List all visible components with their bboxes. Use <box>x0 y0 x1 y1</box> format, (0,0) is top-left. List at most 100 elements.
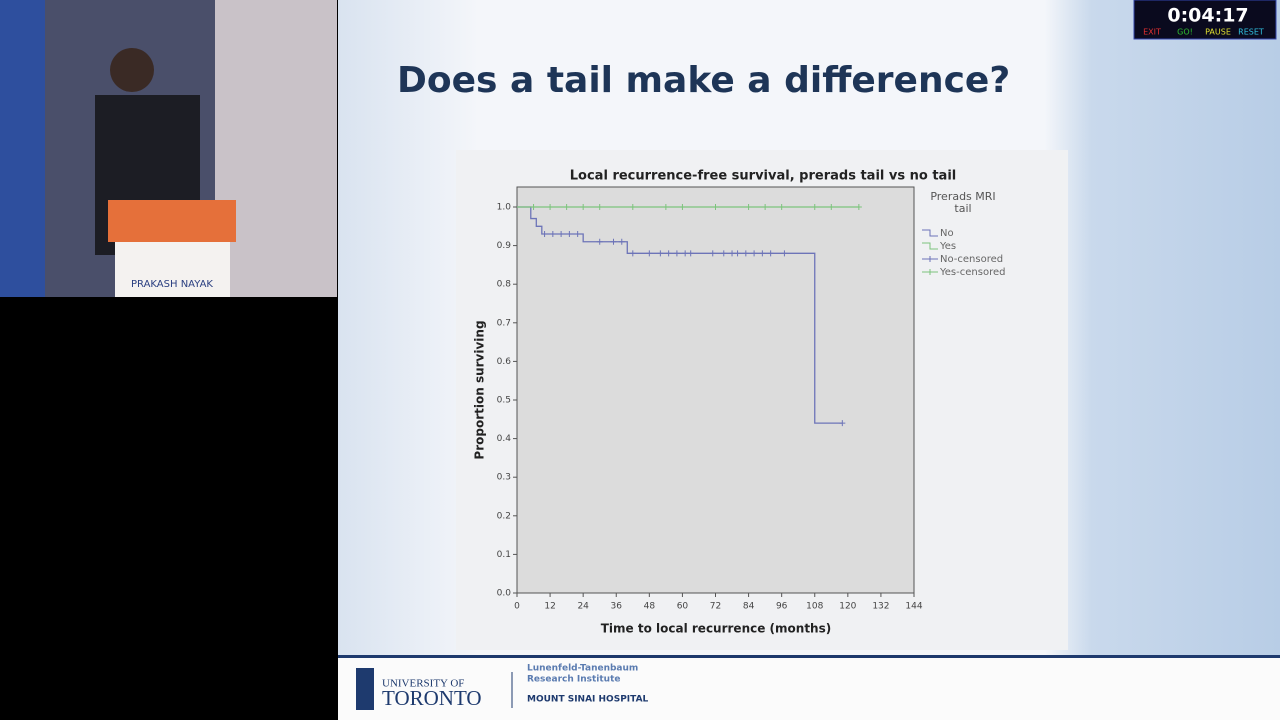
censor-mark <box>580 204 587 210</box>
y-tick-label: 0.9 <box>497 241 512 251</box>
censor-mark <box>839 420 846 427</box>
podium-top <box>108 200 236 242</box>
censor-mark <box>673 250 680 257</box>
x-tick-label: 0 <box>514 602 520 612</box>
censor-mark <box>679 204 686 210</box>
x-tick-label: 48 <box>644 602 656 612</box>
x-tick-label: 36 <box>611 602 623 612</box>
censor-mark <box>767 250 774 257</box>
y-tick-label: 0.0 <box>497 589 512 599</box>
legend-title: Prerads MRI tail <box>930 191 996 215</box>
x-tick-label: 120 <box>839 602 856 612</box>
censor-mark <box>662 204 669 210</box>
legend-label: Yes-censored <box>939 267 1005 278</box>
chart: Local recurrence-free survival, prerads … <box>473 169 1006 636</box>
censor-mark <box>596 238 603 245</box>
slide-title: Does a tail make a difference? <box>397 60 1010 101</box>
legend-label: Yes <box>939 241 956 252</box>
censor-mark <box>610 238 617 245</box>
legend-title-box: Prerads MRI tail <box>930 191 996 215</box>
censor-mark <box>558 231 565 238</box>
censor-mark <box>563 204 570 210</box>
legend-label: No <box>940 228 954 239</box>
timer-button[interactable]: EXIT <box>1143 28 1161 37</box>
y-tick-label: 0.1 <box>497 550 511 560</box>
censor-mark <box>762 204 769 210</box>
x-tick-label: 60 <box>677 602 689 612</box>
censor-mark <box>682 250 689 257</box>
timer-button[interactable]: PAUSE <box>1205 28 1231 37</box>
y-tick-label: 0.5 <box>497 396 511 406</box>
legend-swatch <box>922 269 938 275</box>
wall <box>215 0 337 297</box>
y-tick-label: 0.6 <box>497 357 512 367</box>
institute-line-1: Lunenfeld-Tanenbaum <box>527 664 638 674</box>
x-tick-label: 84 <box>743 602 755 612</box>
timer-time: 0:04:17 <box>1167 5 1248 27</box>
censor-mark <box>751 250 758 257</box>
university-line-1: UNIVERSITY OF <box>382 678 464 690</box>
censor-mark <box>687 250 694 257</box>
censor-mark <box>759 250 766 257</box>
y-tick-label: 0.4 <box>497 434 512 444</box>
x-tick-label: 12 <box>544 602 555 612</box>
censor-mark <box>629 250 636 257</box>
y-tick-label: 0.8 <box>497 280 512 290</box>
censor-mark <box>541 231 548 238</box>
censor-mark <box>745 204 752 210</box>
y-tick-label: 0.3 <box>497 473 511 483</box>
censor-mark <box>720 250 727 257</box>
crest <box>356 668 374 710</box>
chart-title: Local recurrence-free survival, prerads … <box>570 169 956 184</box>
censor-mark <box>646 250 653 257</box>
censor-mark <box>629 204 636 210</box>
censor-mark <box>657 250 664 257</box>
censor-mark <box>549 231 556 238</box>
x-tick-label: 132 <box>872 602 889 612</box>
name-plate: PRAKASH NAYAK <box>131 279 213 290</box>
timer-button[interactable]: RESET <box>1238 28 1264 37</box>
speaker-head <box>110 48 154 92</box>
timer-button[interactable]: GO! <box>1177 28 1193 37</box>
x-tick-label: 24 <box>577 602 589 612</box>
university-line-2: TORONTO <box>382 686 482 710</box>
censor-mark <box>530 204 537 210</box>
podium <box>115 242 230 297</box>
legend-swatch <box>922 242 938 250</box>
footer <box>338 657 1280 720</box>
censor-mark <box>828 204 835 210</box>
censor-mark <box>734 250 741 257</box>
censor-mark <box>547 204 554 210</box>
y-tick-label: 1.0 <box>497 203 512 213</box>
x-axis-label: Time to local recurrence (months) <box>601 622 831 636</box>
censor-mark <box>742 250 749 257</box>
censor-mark <box>709 250 716 257</box>
censor-mark <box>855 204 862 210</box>
y-tick-label: 0.7 <box>497 318 511 328</box>
legend-label: No-censored <box>940 254 1003 265</box>
censor-mark <box>574 231 581 238</box>
x-tick-label: 108 <box>806 602 823 612</box>
censor-mark <box>566 231 573 238</box>
backdrop <box>0 0 45 297</box>
institute-line-2: Research Institute <box>527 675 621 685</box>
y-tick-label: 0.2 <box>497 511 511 521</box>
hospital: MOUNT SINAI HOSPITAL <box>527 695 649 705</box>
x-tick-label: 72 <box>710 602 721 612</box>
legend-swatch <box>922 229 938 237</box>
y-axis-label: Proportion surviving <box>473 320 487 459</box>
censor-mark <box>596 204 603 210</box>
censor-mark <box>811 204 818 210</box>
x-tick-label: 144 <box>905 602 922 612</box>
censor-mark <box>618 238 625 245</box>
censor-mark <box>665 250 672 257</box>
timer <box>1133 0 1277 40</box>
timer-buttons: EXIT GO! PAUSE RESET <box>1143 28 1264 37</box>
legend-swatch <box>922 256 938 262</box>
x-tick-label: 96 <box>776 602 788 612</box>
censor-mark <box>729 250 736 257</box>
censor-mark <box>778 204 785 210</box>
footer-rule <box>338 655 1280 658</box>
